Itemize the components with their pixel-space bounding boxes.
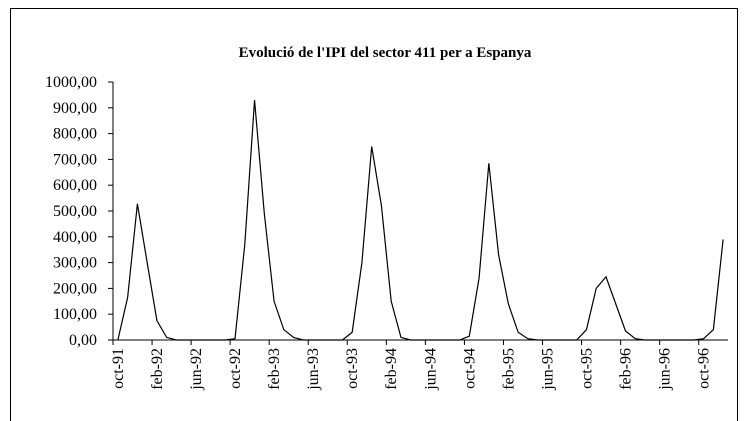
y-tick-label: 1000,00 [45, 74, 97, 91]
y-tick-label: 400,00 [53, 229, 97, 246]
x-tick-label: jun-95 [539, 348, 556, 391]
y-tick-label: 0,00 [69, 332, 97, 349]
x-tick-label: feb-94 [383, 348, 400, 390]
y-tick-label: 100,00 [53, 306, 97, 323]
y-tick-label: 200,00 [53, 280, 97, 297]
chart-title: Evolució de l'IPI del sector 411 per a E… [239, 45, 532, 61]
y-tick-label: 700,00 [53, 151, 97, 168]
x-tick-label: feb-96 [618, 348, 635, 390]
x-tick-label: feb-92 [149, 348, 166, 390]
y-tick-label: 500,00 [53, 203, 97, 220]
x-tick-label: jun-96 [657, 348, 674, 391]
x-tick-label: jun-92 [188, 348, 205, 391]
chart-frame [10, 8, 738, 421]
x-tick-label: oct-93 [344, 348, 361, 389]
x-tick-label: oct-91 [110, 348, 127, 389]
x-tick-label: jun-94 [422, 348, 439, 391]
x-tick-label: feb-95 [500, 348, 517, 390]
x-tick-label: oct-96 [696, 348, 713, 389]
y-tick-label: 800,00 [53, 126, 97, 143]
x-tick-label: jun-93 [305, 348, 322, 391]
x-tick-label: oct-94 [461, 348, 478, 389]
y-tick-label: 900,00 [53, 100, 97, 117]
x-tick-label: oct-95 [578, 348, 595, 389]
line-series [117, 100, 724, 341]
y-tick-label: 600,00 [53, 177, 97, 194]
y-tick-label: 300,00 [53, 255, 97, 272]
x-tick-label: feb-93 [266, 348, 283, 390]
x-tick-label: oct-92 [227, 348, 244, 389]
